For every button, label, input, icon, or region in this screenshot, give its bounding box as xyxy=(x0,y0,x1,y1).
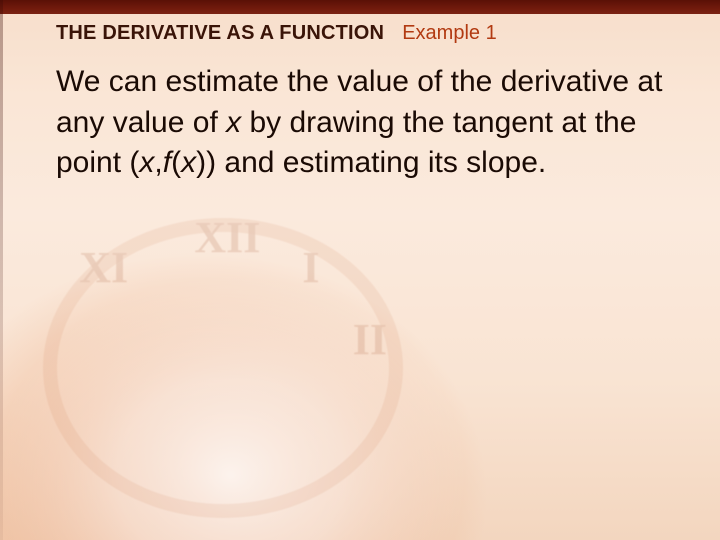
body-var-x-2: x xyxy=(139,146,154,179)
body-var-x-1: x xyxy=(226,106,241,139)
clock-numeral: XII xyxy=(194,212,260,263)
clock-numeral: II xyxy=(353,314,387,365)
header-title: THE DERIVATIVE AS A FUNCTION xyxy=(56,22,384,45)
body-seg-3: )) and estimating its slope. xyxy=(196,146,546,179)
body-var-f: f xyxy=(163,146,171,179)
clock-numeral: XI xyxy=(79,242,128,293)
body-comma: , xyxy=(154,146,162,179)
body-var-x-3: x xyxy=(181,146,196,179)
header-example-label: Example 1 xyxy=(402,22,497,45)
slide-header: THE DERIVATIVE AS A FUNCTION Example 1 xyxy=(56,22,680,45)
left-edge-shadow xyxy=(0,0,3,540)
top-accent-bar xyxy=(0,0,720,14)
clock-numeral: I xyxy=(302,242,319,293)
slide-body-text: We can estimate the value of the derivat… xyxy=(56,62,672,184)
clock-ring xyxy=(43,218,403,518)
body-paren-open: ( xyxy=(171,146,181,179)
background-clock-decor: XII XI I II xyxy=(43,218,403,518)
